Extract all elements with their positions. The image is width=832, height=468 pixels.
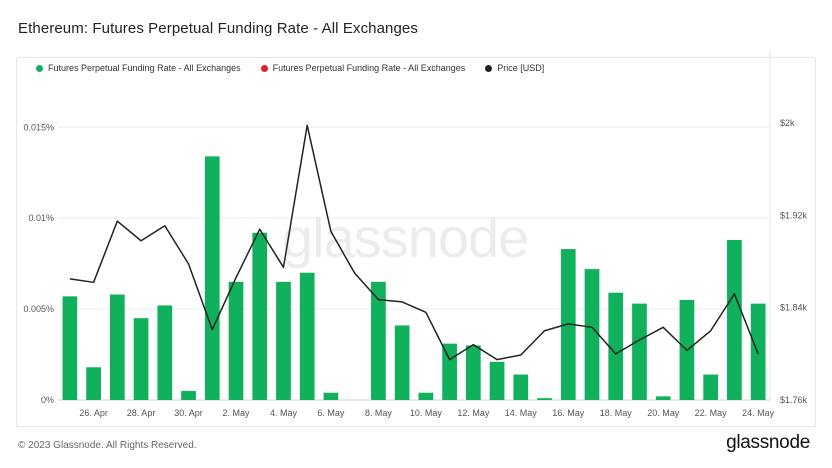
legend-dot-green <box>36 64 43 72</box>
x-tick-label: 20. May <box>647 408 680 418</box>
y-right-tick-label: $2k <box>780 118 795 128</box>
funding-rate-bar[interactable] <box>109 294 125 400</box>
funding-rate-bar[interactable] <box>608 292 624 400</box>
price-line-series <box>69 124 759 361</box>
legend-item-funding-red[interactable]: Futures Perpetual Funding Rate - All Exc… <box>260 63 466 73</box>
y-right-tick-label: $1.92k <box>780 210 808 220</box>
funding-rate-bar[interactable] <box>228 281 244 400</box>
funding-rate-bar[interactable] <box>394 325 410 400</box>
funding-rate-bar[interactable] <box>703 374 719 400</box>
x-tick-label: 8. May <box>365 408 393 418</box>
x-tick-label: 24. May <box>742 408 775 418</box>
x-tick-label: 12. May <box>457 408 490 418</box>
funding-rate-bar[interactable] <box>252 232 268 400</box>
funding-rate-bar[interactable] <box>442 343 457 400</box>
y-left-tick-label: 0.015% <box>23 122 54 132</box>
x-tick-label: 18. May <box>600 408 633 418</box>
funding-rate-bar[interactable] <box>513 374 529 400</box>
x-tick-label: 10. May <box>410 408 443 418</box>
funding-rate-bar[interactable] <box>62 296 78 400</box>
x-tick-label: 28. Apr <box>127 408 156 418</box>
funding-rate-bar[interactable] <box>537 398 552 400</box>
x-tick-label: 16. May <box>552 408 585 418</box>
x-tick-label: 4. May <box>270 408 298 418</box>
legend-label: Futures Perpetual Funding Rate - All Exc… <box>272 63 466 73</box>
y-left-tick-label: 0.005% <box>23 304 54 314</box>
x-tick-label: 2. May <box>222 408 250 418</box>
funding-rate-bar[interactable] <box>86 367 101 400</box>
funding-rate-bar[interactable] <box>276 281 291 400</box>
funding-rate-bar[interactable] <box>181 390 196 400</box>
funding-rate-bar[interactable] <box>418 392 434 400</box>
legend-dot-black <box>485 64 493 72</box>
legend: Futures Perpetual Funding Rate - All Exc… <box>36 63 544 73</box>
brand-logo[interactable]: glassnode <box>726 432 810 453</box>
funding-rate-bar[interactable] <box>489 361 505 400</box>
funding-rate-bar[interactable] <box>584 269 600 400</box>
y-axis-right: $1.76k $1.84k $1.92k $2k <box>780 118 808 405</box>
legend-label: Price [USD] <box>497 63 545 73</box>
legend-dot-red <box>260 64 268 72</box>
funding-rate-bar[interactable] <box>133 318 149 400</box>
funding-rate-bar[interactable] <box>465 345 481 400</box>
funding-rate-bar[interactable] <box>204 156 220 400</box>
x-tick-label: 26. Apr <box>79 408 108 418</box>
page-title: Ethereum: Futures Perpetual Funding Rate… <box>18 20 418 37</box>
x-tick-label: 30. Apr <box>174 408 203 418</box>
x-tick-label: 6. May <box>317 408 345 418</box>
funding-rate-bar[interactable] <box>727 240 742 400</box>
bar-series <box>62 156 766 400</box>
price-line[interactable] <box>69 124 759 361</box>
legend-label: Futures Perpetual Funding Rate - All Exc… <box>48 63 241 73</box>
x-axis: 26. Apr 28. Apr 30. Apr 2. May 4. May 6. May 8… <box>79 408 774 418</box>
funding-rate-bar[interactable] <box>632 303 647 400</box>
grid <box>58 50 771 401</box>
y-left-tick-label: 0.01% <box>28 213 54 223</box>
y-right-tick-label: $1.76k <box>780 395 808 405</box>
y-axis-left: 0% 0.005% 0.01% 0.015% <box>23 122 54 405</box>
funding-rate-bar[interactable] <box>323 392 339 400</box>
y-left-tick-label: 0% <box>41 395 54 405</box>
funding-rate-bar[interactable] <box>299 272 315 400</box>
legend-item-price[interactable]: Price [USD] <box>485 63 544 73</box>
copyright: © 2023 Glassnode. All Rights Reserved. <box>18 440 197 451</box>
chart-frame <box>16 57 816 427</box>
x-tick-label: 14. May <box>505 408 538 418</box>
funding-rate-bar[interactable] <box>655 396 671 400</box>
funding-rate-bar[interactable] <box>371 281 386 400</box>
y-right-tick-label: $1.84k <box>780 303 808 313</box>
legend-item-funding-green[interactable]: Futures Perpetual Funding Rate - All Exc… <box>36 63 241 73</box>
funding-rate-bar[interactable] <box>157 305 173 400</box>
x-tick-label: 22. May <box>695 408 728 418</box>
